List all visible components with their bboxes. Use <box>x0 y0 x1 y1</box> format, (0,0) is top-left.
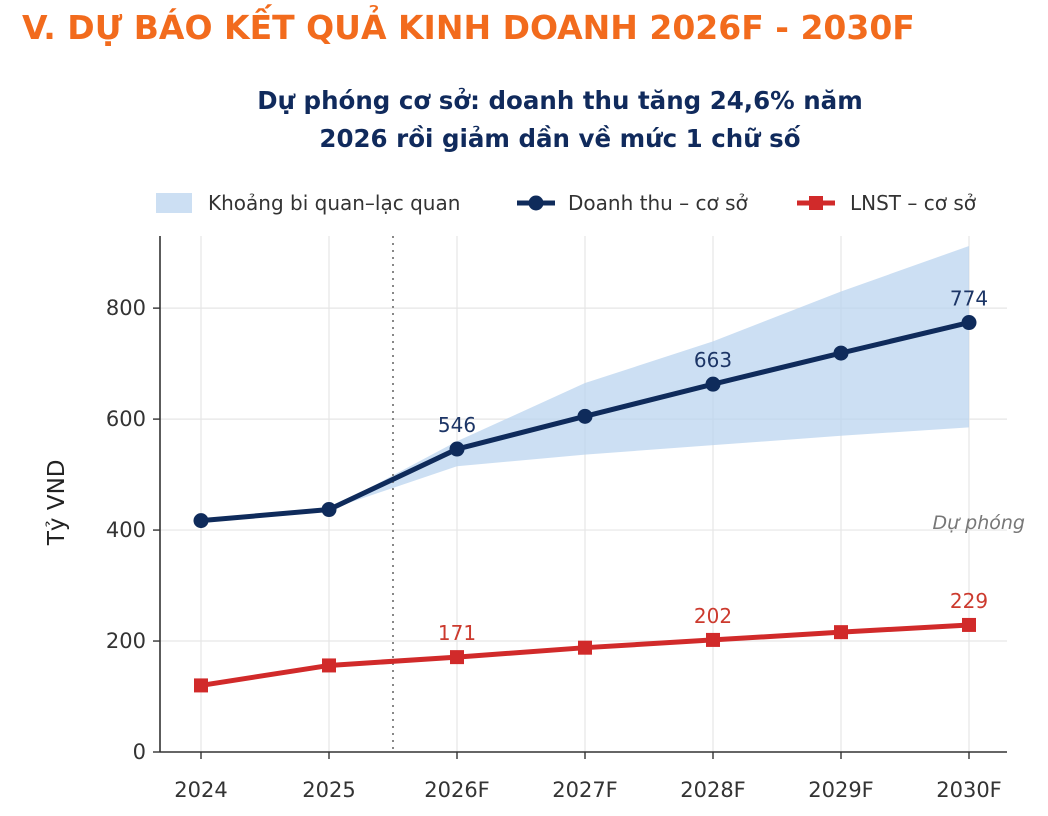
y-tick-label: 600 <box>106 407 146 431</box>
revenue-point <box>961 315 977 331</box>
legend-revenue-label: Doanh thu – cơ sở <box>568 191 749 215</box>
revenue-point <box>321 502 337 518</box>
x-tick-label: 2027F <box>552 778 618 802</box>
section-heading: V. DỰ BÁO KẾT QUẢ KINH DOANH 2026F - 203… <box>22 8 915 47</box>
revenue-point <box>705 376 721 392</box>
y-tick-label: 0 <box>133 740 146 764</box>
data-labels: 546 663 774 171 202 229 <box>438 287 988 646</box>
legend-band-label: Khoảng bi quan–lạc quan <box>208 191 460 215</box>
revenue-point <box>449 441 465 457</box>
chart-title-line-1: Dự phóng cơ sở: doanh thu tăng 24,6% năm <box>257 86 863 115</box>
y-tick-label: 200 <box>106 629 146 653</box>
x-tick-label: 2024 <box>174 778 227 802</box>
data-label: 546 <box>438 413 476 437</box>
band-layer <box>329 245 969 510</box>
y-tick-label: 400 <box>106 518 146 542</box>
revenue-point <box>193 513 209 529</box>
data-label: 171 <box>438 621 476 645</box>
profit-point <box>834 625 848 640</box>
profit-point <box>450 650 464 665</box>
revenue-point <box>833 345 849 361</box>
x-tick-label: 2029F <box>808 778 874 802</box>
y-tick-label: 800 <box>106 296 146 320</box>
legend-revenue-marker <box>528 195 544 211</box>
axes: 0 200 400 600 800 2024 2025 2026F 2027F 2028F 2029… <box>106 236 1007 802</box>
data-label: 663 <box>694 348 732 372</box>
x-tick-label: 2026F <box>424 778 490 802</box>
legend: Khoảng bi quan–lạc quan Doanh thu – cơ sở… <box>156 191 977 215</box>
profit-point <box>578 640 592 655</box>
chart-title-line-2: 2026 rồi giảm dần về mức 1 chữ số <box>319 124 801 153</box>
forecast-note: Dự phóng <box>932 512 1025 534</box>
chart-title: Dự phóng cơ sở: doanh thu tăng 24,6% năm… <box>140 82 980 158</box>
data-label: 202 <box>694 604 732 628</box>
data-label: 229 <box>950 589 988 613</box>
x-tick-label: 2028F <box>680 778 746 802</box>
x-tick-label: 2030F <box>936 778 1002 802</box>
profit-point <box>962 617 976 632</box>
profit-point <box>706 632 720 647</box>
series-layer <box>193 315 977 693</box>
profit-point <box>194 678 208 693</box>
legend-band-swatch <box>156 193 192 213</box>
profit-point <box>322 658 336 673</box>
scenario-band <box>329 245 969 510</box>
y-axis-label: Tỷ VND <box>44 460 70 547</box>
x-tick-label: 2025 <box>302 778 355 802</box>
revenue-point <box>577 408 593 424</box>
legend-profit-marker <box>809 196 823 210</box>
data-label: 774 <box>950 287 988 311</box>
legend-profit-label: LNST – cơ sở <box>850 191 977 215</box>
